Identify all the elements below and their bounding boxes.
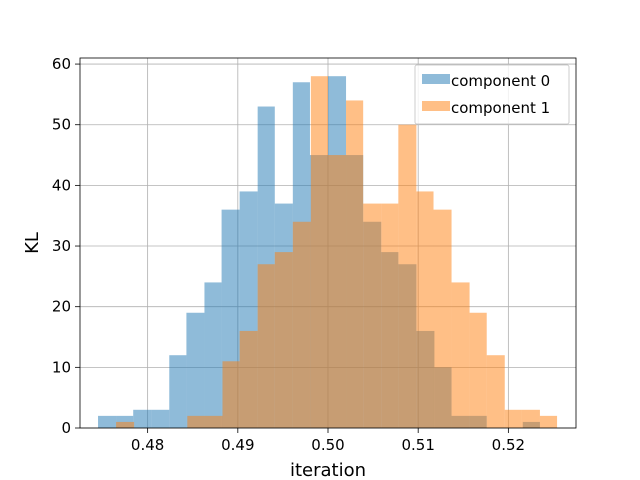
histogram-bar bbox=[381, 203, 399, 428]
legend-swatch bbox=[422, 74, 450, 84]
histogram-bar bbox=[539, 415, 558, 428]
y-axis-label: KL bbox=[22, 232, 43, 254]
histogram-bar bbox=[151, 409, 170, 428]
histogram-bar bbox=[504, 409, 522, 428]
y-tick-label: 30 bbox=[52, 237, 71, 255]
histogram-bar bbox=[310, 76, 328, 429]
y-axis: 0 10 20 30 40 50 60 bbox=[52, 55, 80, 437]
x-tick-label: 0.51 bbox=[401, 436, 434, 454]
histogram-bar bbox=[451, 282, 470, 428]
x-tick-label: 0.49 bbox=[221, 436, 254, 454]
histogram-bar bbox=[398, 124, 417, 428]
histogram-bar bbox=[116, 421, 135, 428]
histogram-bar bbox=[521, 409, 540, 428]
histogram-bar bbox=[486, 355, 505, 428]
x-tick-label: 0.52 bbox=[492, 436, 525, 454]
histogram-bar bbox=[204, 415, 223, 428]
y-tick-label: 50 bbox=[52, 116, 71, 134]
x-tick-label: 0.48 bbox=[131, 436, 164, 454]
histogram-bar bbox=[363, 203, 382, 428]
histogram-bar bbox=[239, 330, 258, 428]
histogram-bar bbox=[186, 312, 205, 428]
series-1-bars bbox=[116, 76, 558, 429]
histogram-bar bbox=[133, 409, 152, 428]
histogram-bar bbox=[292, 221, 311, 428]
legend: component 0 component 1 bbox=[414, 64, 570, 125]
histogram-bar bbox=[274, 252, 293, 428]
legend-box bbox=[414, 64, 570, 125]
histogram-bar bbox=[416, 191, 434, 428]
legend-label: component 0 bbox=[451, 72, 550, 90]
histogram-bar bbox=[257, 264, 275, 428]
x-tick-label: 0.50 bbox=[311, 436, 344, 454]
histogram-bar bbox=[187, 415, 205, 428]
histogram-bar bbox=[346, 100, 364, 428]
histogram-bar bbox=[328, 155, 347, 428]
histogram-bar bbox=[469, 312, 487, 428]
y-tick-label: 10 bbox=[52, 358, 71, 376]
x-axis: 0.48 0.49 0.50 0.51 0.52 bbox=[131, 428, 525, 454]
legend-label: component 1 bbox=[451, 99, 550, 117]
y-tick-label: 60 bbox=[52, 55, 71, 73]
histogram-bar bbox=[433, 209, 452, 428]
x-axis-label: iteration bbox=[290, 460, 366, 480]
y-tick-label: 20 bbox=[52, 298, 71, 316]
histogram-bar bbox=[222, 361, 240, 428]
y-tick-label: 40 bbox=[52, 176, 71, 194]
histogram-bars bbox=[98, 76, 558, 429]
histogram-bar bbox=[204, 282, 222, 428]
histogram-bar bbox=[98, 415, 117, 428]
histogram-bar bbox=[169, 355, 187, 428]
y-tick-label: 0 bbox=[61, 419, 71, 437]
legend-swatch bbox=[422, 101, 450, 111]
